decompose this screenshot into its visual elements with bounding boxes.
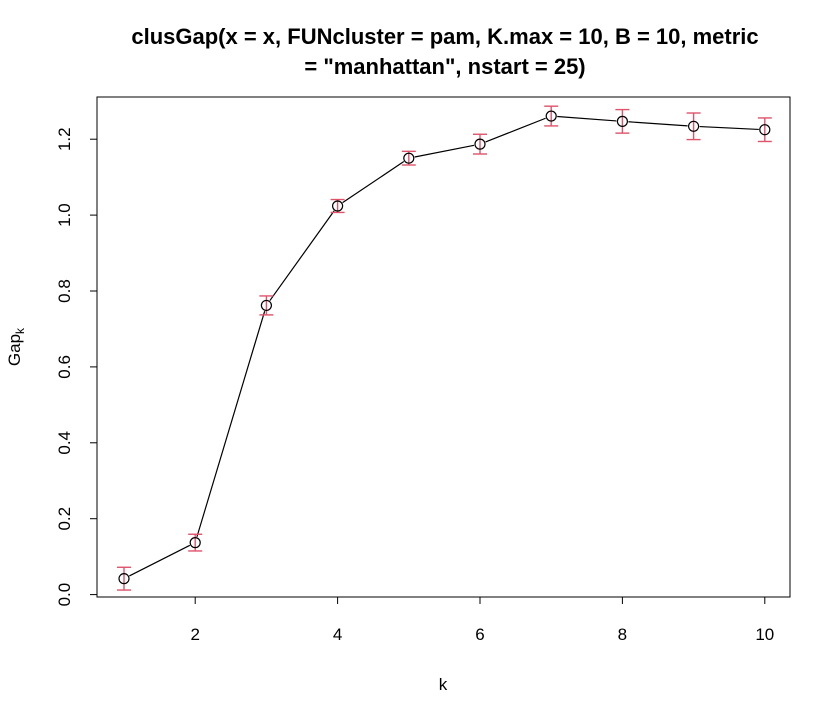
gap-line-segment [342, 161, 405, 204]
gap-line-segment [699, 125, 759, 131]
y-tick-label: 0.6 [55, 355, 74, 379]
gap-line-segment [129, 544, 191, 577]
data-point [189, 537, 201, 549]
data-point [118, 573, 130, 585]
y-axis-label-subscript: k [13, 327, 27, 334]
data-point [332, 200, 344, 212]
gap-series [117, 105, 772, 591]
gap-line-segment [628, 121, 688, 127]
error-bar [117, 566, 131, 591]
x-tick-label: 2 [190, 625, 199, 644]
error-bar [473, 133, 487, 155]
chart-title-line2: = "manhattan", nstart = 25) [304, 54, 585, 79]
gap-line-segment [269, 210, 335, 301]
gap-line-segment [485, 117, 546, 143]
x-tick-label: 6 [475, 625, 484, 644]
error-bar [259, 295, 274, 316]
y-axis: 0.0 0.2 0.4 0.6 0.8 1.0 1.2 [55, 127, 98, 607]
data-point [474, 138, 486, 150]
error-bar [330, 198, 345, 214]
y-tick-label: 0.8 [55, 279, 74, 303]
y-axis-label-main: Gap [5, 334, 24, 366]
x-axis: 2 4 6 8 10 [190, 596, 774, 644]
data-point [759, 124, 771, 136]
data-point [260, 299, 272, 312]
gap-line-segment [196, 310, 266, 538]
y-tick-label: 1.2 [55, 127, 74, 151]
y-tick-label: 1.0 [55, 203, 74, 227]
x-tick-label: 10 [755, 625, 774, 644]
y-tick-label: 0.2 [55, 507, 74, 531]
data-point [687, 120, 700, 132]
error-bar [615, 108, 630, 134]
x-axis-label: k [439, 675, 448, 694]
error-bar [757, 117, 772, 143]
gap-line-segment [557, 115, 617, 122]
y-axis-label: Gapk [5, 327, 27, 366]
y-tick-label: 0.4 [55, 431, 74, 455]
x-tick-label: 8 [618, 625, 627, 644]
data-point [616, 115, 629, 127]
data-point [545, 110, 557, 122]
error-bar [544, 105, 559, 127]
chart-title-line1: clusGap(x = x, FUNcluster = pam, K.max =… [131, 24, 758, 49]
gap-line-segment [414, 144, 475, 158]
x-tick-label: 4 [333, 625, 342, 644]
error-bar [686, 112, 701, 141]
y-tick-label: 0.0 [55, 583, 74, 607]
data-point [403, 152, 415, 164]
